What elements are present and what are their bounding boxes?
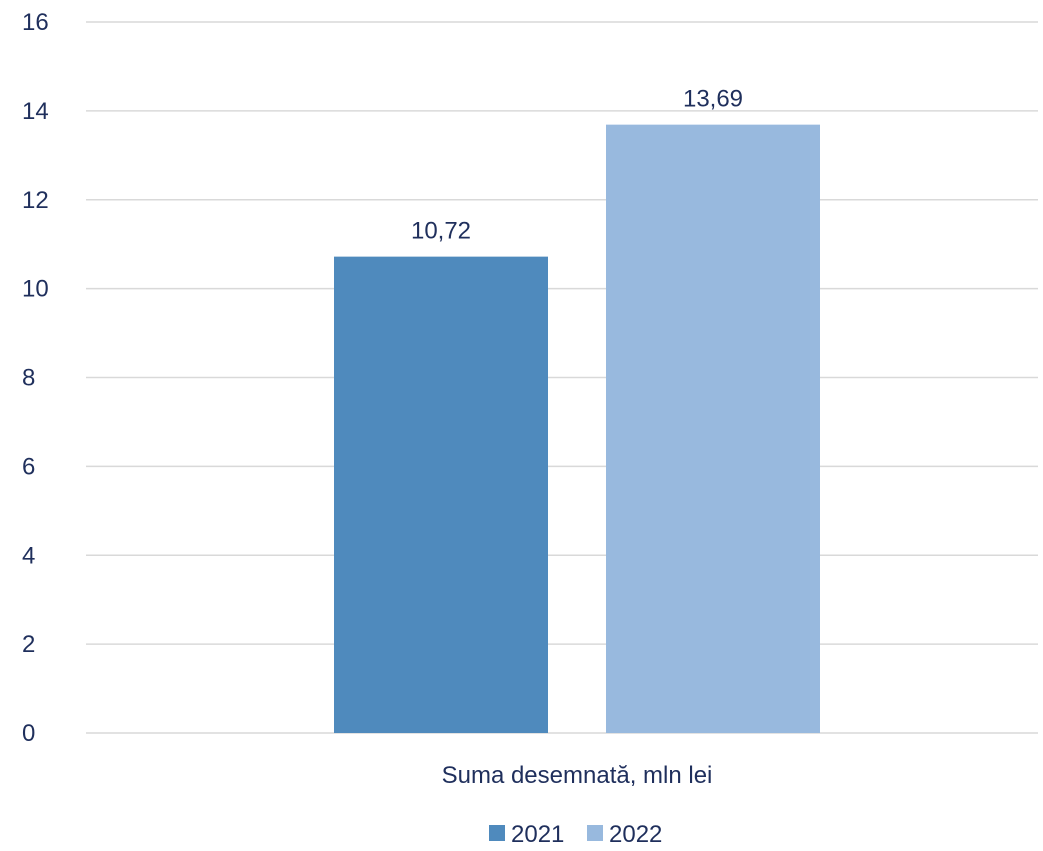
y-tick-label: 10 xyxy=(22,276,49,303)
bar-2022 xyxy=(606,124,820,733)
y-tick-label: 2 xyxy=(22,631,35,658)
bars xyxy=(334,124,820,733)
category-labels: Suma desemnată, mln lei xyxy=(442,762,713,789)
data-label-2022: 13,69 xyxy=(683,86,743,113)
data-labels: 10,72 13,69 xyxy=(411,86,743,245)
y-tick-label: 14 xyxy=(22,98,49,125)
y-tick-label: 16 xyxy=(22,9,49,36)
category-label: Suma desemnată, mln lei xyxy=(442,762,713,789)
y-tick-label: 8 xyxy=(22,365,35,392)
y-tick-label: 4 xyxy=(22,542,35,569)
bar-2021 xyxy=(334,256,548,733)
legend: 2021 2022 xyxy=(489,821,662,848)
legend-swatch-2022 xyxy=(587,825,603,841)
legend-label-2022: 2022 xyxy=(609,821,662,848)
gridlines xyxy=(86,21,1038,734)
data-label-2021: 10,72 xyxy=(411,218,471,245)
y-tick-label: 6 xyxy=(22,453,35,480)
y-tick-label: 12 xyxy=(22,187,49,214)
y-tick-label: 0 xyxy=(22,720,35,747)
y-axis-tick-labels: 0 2 4 6 8 10 12 14 16 xyxy=(22,9,49,747)
legend-label-2021: 2021 xyxy=(511,821,564,848)
legend-swatch-2021 xyxy=(489,825,505,841)
